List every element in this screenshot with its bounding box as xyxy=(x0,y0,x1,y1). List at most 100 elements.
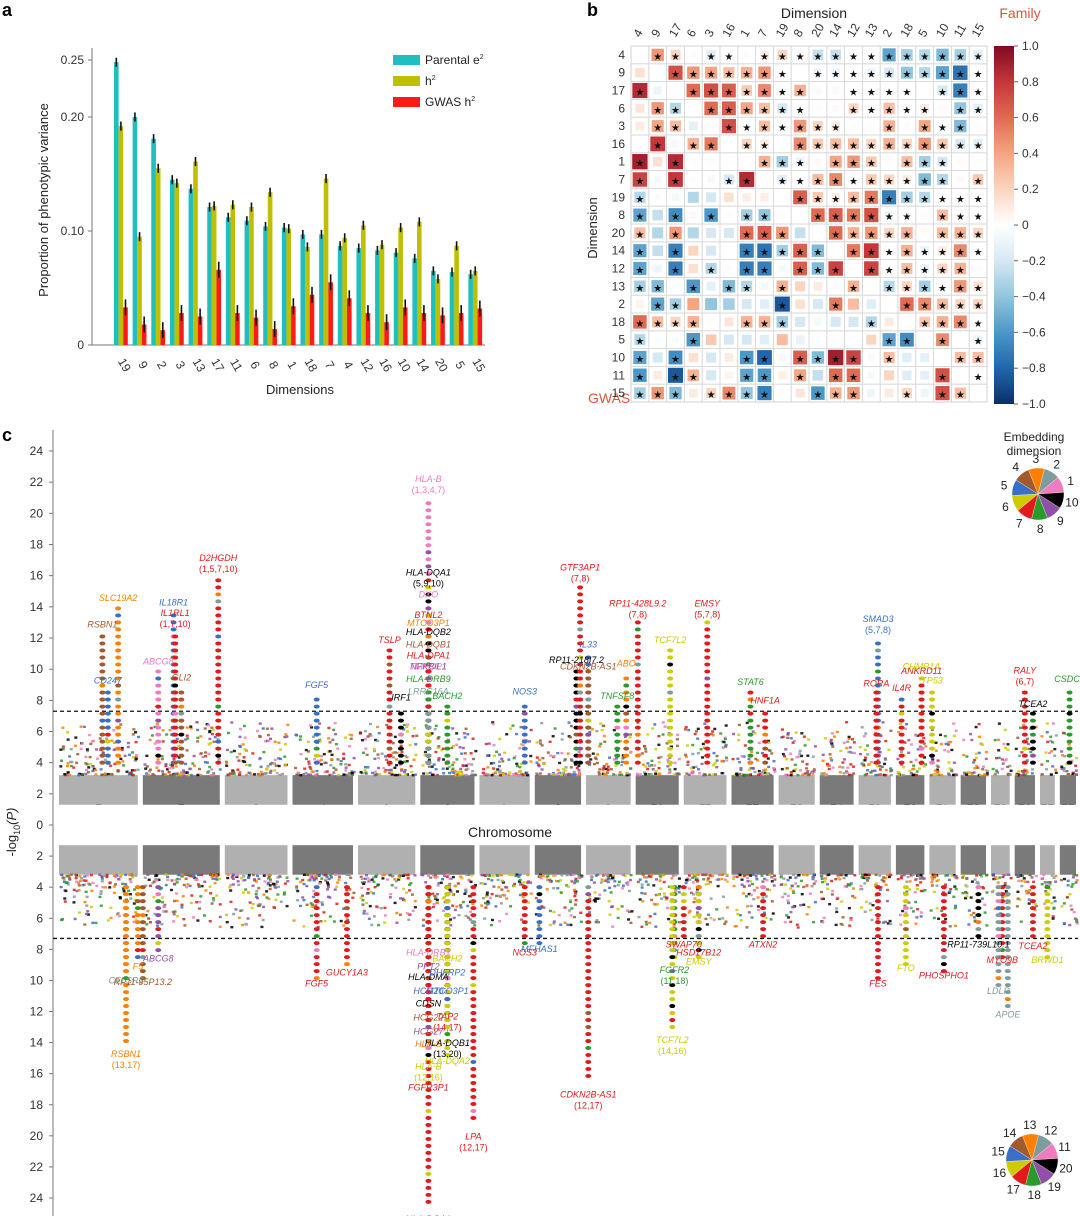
significance-star: ★ xyxy=(742,88,751,99)
snp-point xyxy=(791,889,795,892)
heatmap-cell xyxy=(973,281,983,291)
peak-point xyxy=(667,753,674,758)
significance-star: ★ xyxy=(938,70,947,81)
heatmap-cell xyxy=(918,173,931,186)
snp-point xyxy=(458,773,462,777)
snp-point xyxy=(172,773,176,777)
snp-point xyxy=(154,877,158,881)
chromosome-band-top xyxy=(357,775,416,805)
snp-point xyxy=(881,921,885,924)
snp-point xyxy=(548,740,552,743)
snp-point xyxy=(455,743,459,747)
peak-point xyxy=(623,690,630,695)
heatmap-cell xyxy=(846,208,861,222)
snp-point xyxy=(592,762,596,766)
snp-point xyxy=(735,772,739,775)
snp-point xyxy=(981,885,985,889)
snp-point xyxy=(492,743,496,747)
snp-point xyxy=(196,873,200,877)
significance-star: ★ xyxy=(707,88,716,99)
snp-point xyxy=(641,763,645,766)
peak-point xyxy=(104,718,111,723)
bar-20-s1 xyxy=(435,278,441,345)
snp-point xyxy=(853,874,857,877)
snp-point xyxy=(520,743,524,746)
snp-point xyxy=(825,762,829,766)
snp-point xyxy=(434,768,438,771)
snp-point xyxy=(687,874,691,877)
snp-point xyxy=(185,726,189,729)
snp-point xyxy=(366,735,370,738)
peak-point xyxy=(634,634,641,639)
peak-point xyxy=(577,648,584,653)
peak-point xyxy=(1021,697,1028,702)
snp-point xyxy=(1074,773,1078,776)
significance-star: ★ xyxy=(938,283,947,294)
snp-point xyxy=(69,764,73,768)
snp-point xyxy=(566,923,570,926)
significance-star: ★ xyxy=(885,88,894,99)
snp-point xyxy=(319,763,323,766)
heatmap-cell xyxy=(668,208,683,223)
snp-point xyxy=(972,916,976,919)
snp-point xyxy=(756,773,760,777)
peak-point xyxy=(425,515,432,520)
peak-point xyxy=(918,690,925,695)
snp-point xyxy=(1000,758,1004,761)
snp-point xyxy=(519,725,523,729)
significance-star: ★ xyxy=(885,248,894,259)
snp-point xyxy=(1027,902,1031,905)
snp-point xyxy=(85,895,89,899)
snp-point xyxy=(739,919,743,922)
peak-point xyxy=(614,760,621,765)
snp-point xyxy=(684,878,688,882)
snp-point xyxy=(790,758,794,761)
peak-point xyxy=(747,732,754,737)
snp-point xyxy=(603,773,607,776)
snp-point xyxy=(789,920,793,924)
snp-point xyxy=(66,738,70,741)
snp-point xyxy=(451,763,455,767)
snp-point xyxy=(575,766,579,770)
peak-point xyxy=(634,655,641,660)
significance-star: ★ xyxy=(742,355,751,366)
snp-point xyxy=(1030,876,1034,879)
snp-point xyxy=(303,767,307,770)
snp-point xyxy=(249,771,253,775)
snp-point xyxy=(432,902,436,906)
heatmap-cell xyxy=(864,261,879,276)
snp-point xyxy=(155,879,159,882)
heatmap-cell xyxy=(832,282,840,290)
snp-point xyxy=(604,767,608,771)
peak-point xyxy=(425,697,432,702)
peak-point xyxy=(215,690,222,695)
heatmap-cell xyxy=(919,49,931,61)
snp-point xyxy=(108,886,112,889)
snp-point xyxy=(866,753,870,756)
snp-point xyxy=(294,766,298,770)
peak-point xyxy=(425,655,432,660)
snp-point xyxy=(132,728,136,731)
snp-point xyxy=(295,773,299,777)
snp-point xyxy=(281,772,285,776)
snp-point xyxy=(87,766,91,769)
snp-point xyxy=(602,765,606,768)
snp-point xyxy=(116,769,120,772)
snp-point xyxy=(515,732,519,736)
heatmap-cell xyxy=(865,226,878,240)
snp-point xyxy=(255,874,259,877)
peak-point xyxy=(577,655,584,660)
snp-point xyxy=(967,909,971,912)
snp-point xyxy=(864,877,868,880)
snp-point xyxy=(129,771,133,775)
snp-point xyxy=(269,769,273,773)
peak-point xyxy=(99,732,106,737)
snp-point xyxy=(796,885,800,888)
snp-point xyxy=(740,755,744,758)
significance-star: ★ xyxy=(796,52,805,63)
snp-point xyxy=(493,754,497,757)
snp-point xyxy=(740,883,744,886)
snp-point xyxy=(766,757,770,760)
snp-point xyxy=(63,900,67,903)
snp-point xyxy=(952,873,956,877)
